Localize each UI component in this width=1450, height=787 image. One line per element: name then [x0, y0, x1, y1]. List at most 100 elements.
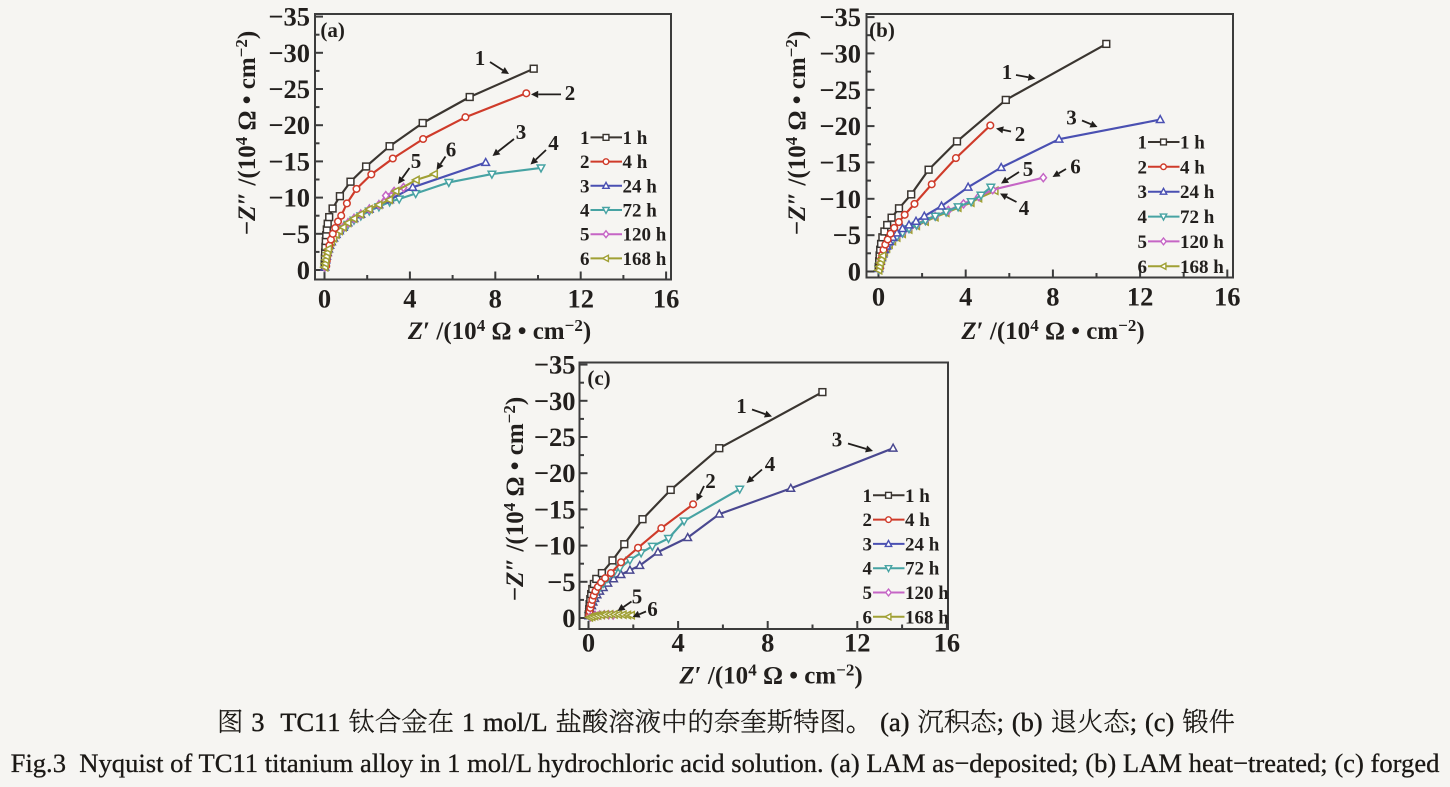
- svg-text:12: 12: [567, 284, 594, 314]
- svg-text:5: 5: [411, 149, 422, 173]
- svg-text:24 h: 24 h: [623, 176, 658, 197]
- svg-text:2: 2: [565, 81, 576, 105]
- svg-text:1 h: 1 h: [623, 128, 648, 149]
- svg-text:2: 2: [1138, 157, 1148, 178]
- svg-text:6: 6: [1138, 257, 1148, 278]
- svg-text:−Z″ /(104 Ω • cm−2): −Z″ /(104 Ω • cm−2): [232, 31, 261, 235]
- svg-text:3: 3: [580, 176, 590, 197]
- svg-text:4: 4: [1019, 196, 1030, 220]
- svg-text:−10: −10: [534, 531, 576, 561]
- svg-text:120 h: 120 h: [905, 583, 949, 604]
- svg-text:4: 4: [1138, 207, 1148, 228]
- svg-text:24 h: 24 h: [905, 534, 940, 555]
- svg-text:−5: −5: [833, 220, 861, 250]
- svg-text:1: 1: [475, 46, 486, 70]
- svg-text:3: 3: [1138, 182, 1148, 203]
- svg-text:6: 6: [446, 138, 457, 162]
- svg-text:4 h: 4 h: [623, 152, 648, 173]
- svg-text:0: 0: [318, 284, 331, 314]
- svg-text:0: 0: [872, 282, 885, 312]
- svg-text:8: 8: [489, 284, 502, 314]
- svg-text:1: 1: [1138, 133, 1148, 154]
- svg-text:2: 2: [580, 152, 590, 173]
- svg-text:16: 16: [653, 284, 680, 314]
- svg-text:4: 4: [765, 452, 776, 476]
- svg-text:12: 12: [1127, 282, 1154, 312]
- svg-text:4 h: 4 h: [1180, 157, 1205, 178]
- svg-text:1: 1: [1002, 60, 1013, 84]
- svg-text:−10: −10: [268, 183, 310, 213]
- svg-text:−25: −25: [819, 75, 861, 105]
- svg-text:2: 2: [705, 469, 716, 493]
- svg-text:−20: −20: [268, 110, 310, 140]
- svg-text:120 h: 120 h: [623, 225, 667, 246]
- svg-text:72 h: 72 h: [623, 201, 658, 222]
- svg-text:2: 2: [863, 510, 873, 531]
- svg-text:−20: −20: [534, 458, 576, 488]
- svg-text:3: 3: [516, 120, 527, 144]
- svg-text:−35: −35: [819, 2, 861, 32]
- svg-text:0: 0: [297, 255, 310, 285]
- svg-text:1 h: 1 h: [1180, 133, 1205, 154]
- svg-text:3: 3: [832, 428, 843, 452]
- svg-text:1: 1: [580, 128, 590, 149]
- svg-text:−15: −15: [268, 146, 310, 176]
- svg-text:−Z″ /(104 Ω • cm−2): −Z″ /(104 Ω • cm−2): [782, 31, 811, 235]
- svg-text:24 h: 24 h: [1180, 182, 1215, 203]
- svg-text:−20: −20: [819, 111, 861, 141]
- svg-text:0: 0: [848, 257, 861, 287]
- svg-text:168 h: 168 h: [1180, 257, 1224, 278]
- svg-text:−30: −30: [534, 386, 576, 416]
- svg-text:6: 6: [647, 597, 658, 621]
- svg-text:−5: −5: [547, 567, 575, 597]
- svg-text:Z′ /(104 Ω • cm−2): Z′ /(104 Ω • cm−2): [407, 316, 591, 345]
- svg-text:(c): (c): [587, 366, 610, 390]
- svg-text:Z′ /(104 Ω • cm−2): Z′ /(104 Ω • cm−2): [678, 661, 862, 690]
- svg-text:5: 5: [632, 585, 643, 609]
- svg-text:Z′ /(104 Ω • cm−2): Z′ /(104 Ω • cm−2): [960, 316, 1144, 345]
- svg-text:5: 5: [863, 583, 873, 604]
- svg-text:3: 3: [1066, 106, 1077, 130]
- svg-text:8: 8: [761, 628, 774, 658]
- svg-text:168 h: 168 h: [905, 607, 949, 628]
- svg-text:Fig.3 Nyquist of TC11 titaniu: Fig.3 Nyquist of TC11 titanium alloy in …: [11, 748, 1440, 778]
- svg-text:4: 4: [671, 628, 684, 658]
- svg-text:12: 12: [844, 628, 871, 658]
- svg-text:−25: −25: [534, 422, 576, 452]
- svg-text:120 h: 120 h: [1180, 232, 1224, 253]
- svg-text:6: 6: [1070, 155, 1081, 179]
- svg-text:−10: −10: [819, 184, 861, 214]
- svg-text:4: 4: [959, 282, 972, 312]
- svg-text:−25: −25: [268, 74, 310, 104]
- svg-text:−35: −35: [268, 2, 310, 32]
- svg-text:1: 1: [863, 486, 873, 507]
- svg-text:−15: −15: [534, 494, 576, 524]
- svg-text:4 h: 4 h: [905, 510, 930, 531]
- svg-text:1: 1: [736, 394, 747, 418]
- svg-text:72 h: 72 h: [905, 559, 940, 580]
- svg-text:4: 4: [403, 284, 416, 314]
- svg-text:5: 5: [1023, 157, 1034, 181]
- svg-text:−30: −30: [819, 38, 861, 68]
- svg-text:(a): (a): [320, 18, 345, 42]
- svg-text:0: 0: [582, 628, 595, 658]
- svg-text:5: 5: [580, 225, 590, 246]
- svg-text:16: 16: [1214, 282, 1241, 312]
- svg-text:16: 16: [934, 628, 961, 658]
- svg-text:−Z″ /(104 Ω • cm−2): −Z″ /(104 Ω • cm−2): [500, 397, 529, 601]
- svg-text:72 h: 72 h: [1180, 207, 1215, 228]
- svg-text:−35: −35: [534, 350, 576, 380]
- svg-text:6: 6: [863, 607, 873, 628]
- svg-text:0: 0: [562, 603, 575, 633]
- svg-text:−30: −30: [268, 38, 310, 68]
- svg-text:4: 4: [863, 559, 873, 580]
- svg-text:2: 2: [1015, 122, 1026, 146]
- svg-text:3: 3: [863, 534, 873, 555]
- svg-text:1 h: 1 h: [905, 486, 930, 507]
- svg-text:(b): (b): [869, 18, 895, 42]
- svg-text:−15: −15: [819, 147, 861, 177]
- svg-text:4: 4: [580, 201, 590, 222]
- svg-text:−5: −5: [282, 219, 310, 249]
- svg-text:168 h: 168 h: [623, 249, 667, 270]
- svg-text:6: 6: [580, 249, 590, 270]
